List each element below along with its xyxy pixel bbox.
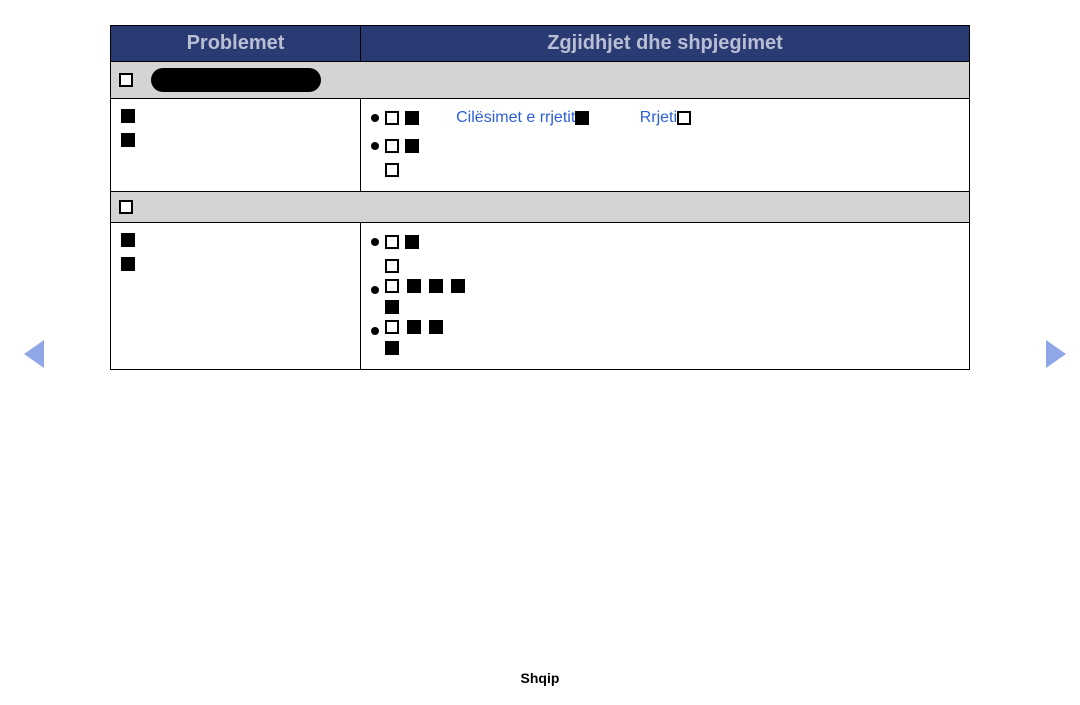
solution-line <box>371 320 959 335</box>
footer-language: Shqip <box>0 670 1080 686</box>
solution-line-indent <box>385 259 959 273</box>
block <box>451 279 465 293</box>
glyph <box>385 235 399 249</box>
block <box>407 279 421 293</box>
solution-line-indent <box>385 163 959 177</box>
solution-line-indent <box>385 300 959 314</box>
problem-block <box>121 109 135 123</box>
section1-glyph <box>119 73 133 87</box>
block <box>405 111 419 125</box>
section-header-1 <box>111 62 970 99</box>
table-header-row: Problemet Zgjidhjet dhe shpjegimet <box>111 26 970 62</box>
section1-body: Cilësimet e rrjetit Rrjeti <box>111 99 970 192</box>
bullet-icon <box>371 286 379 294</box>
block <box>429 320 443 334</box>
section2-body <box>111 223 970 370</box>
section1-pill <box>151 68 321 92</box>
section-header-2 <box>111 192 970 223</box>
bullet-icon <box>371 238 379 246</box>
bullet-icon <box>371 114 379 122</box>
bullet-icon <box>371 327 379 335</box>
page: Problemet Zgjidhjet dhe shpjegimet <box>0 0 1080 705</box>
troubleshoot-table: Problemet Zgjidhjet dhe shpjegimet <box>110 25 970 370</box>
nav-next-arrow[interactable] <box>1046 340 1066 368</box>
header-solutions: Zgjidhjet dhe shpjegimet <box>361 26 970 62</box>
section2-solution-cell <box>361 223 970 370</box>
solution-line <box>371 231 959 253</box>
section1-solution-cell: Cilësimet e rrjetit Rrjeti <box>361 99 970 192</box>
glyph <box>677 111 691 125</box>
glyph <box>385 139 399 153</box>
nav-prev-arrow[interactable] <box>24 340 44 368</box>
block <box>429 279 443 293</box>
header-problems: Problemet <box>111 26 361 62</box>
glyph <box>385 320 399 334</box>
block <box>385 341 399 355</box>
glyph <box>385 259 399 273</box>
link-network-settings[interactable]: Cilësimet e rrjetit <box>456 109 575 126</box>
block <box>385 300 399 314</box>
solution-line-indent <box>385 341 959 355</box>
problem-block <box>121 233 135 247</box>
block <box>407 320 421 334</box>
glyph <box>385 163 399 177</box>
block <box>405 139 419 153</box>
solution-line: Cilësimet e rrjetit Rrjeti <box>371 107 959 129</box>
block <box>405 235 419 249</box>
problem-block <box>121 133 135 147</box>
block <box>575 111 589 125</box>
section2-problem-cell <box>111 223 361 370</box>
section2-glyph <box>119 200 133 214</box>
problem-block <box>121 257 135 271</box>
solution-line <box>371 135 959 157</box>
glyph <box>385 279 399 293</box>
glyph <box>385 111 399 125</box>
solution-line <box>371 279 959 294</box>
link-network[interactable]: Rrjeti <box>640 109 677 126</box>
section1-problem-cell <box>111 99 361 192</box>
bullet-icon <box>371 142 379 150</box>
